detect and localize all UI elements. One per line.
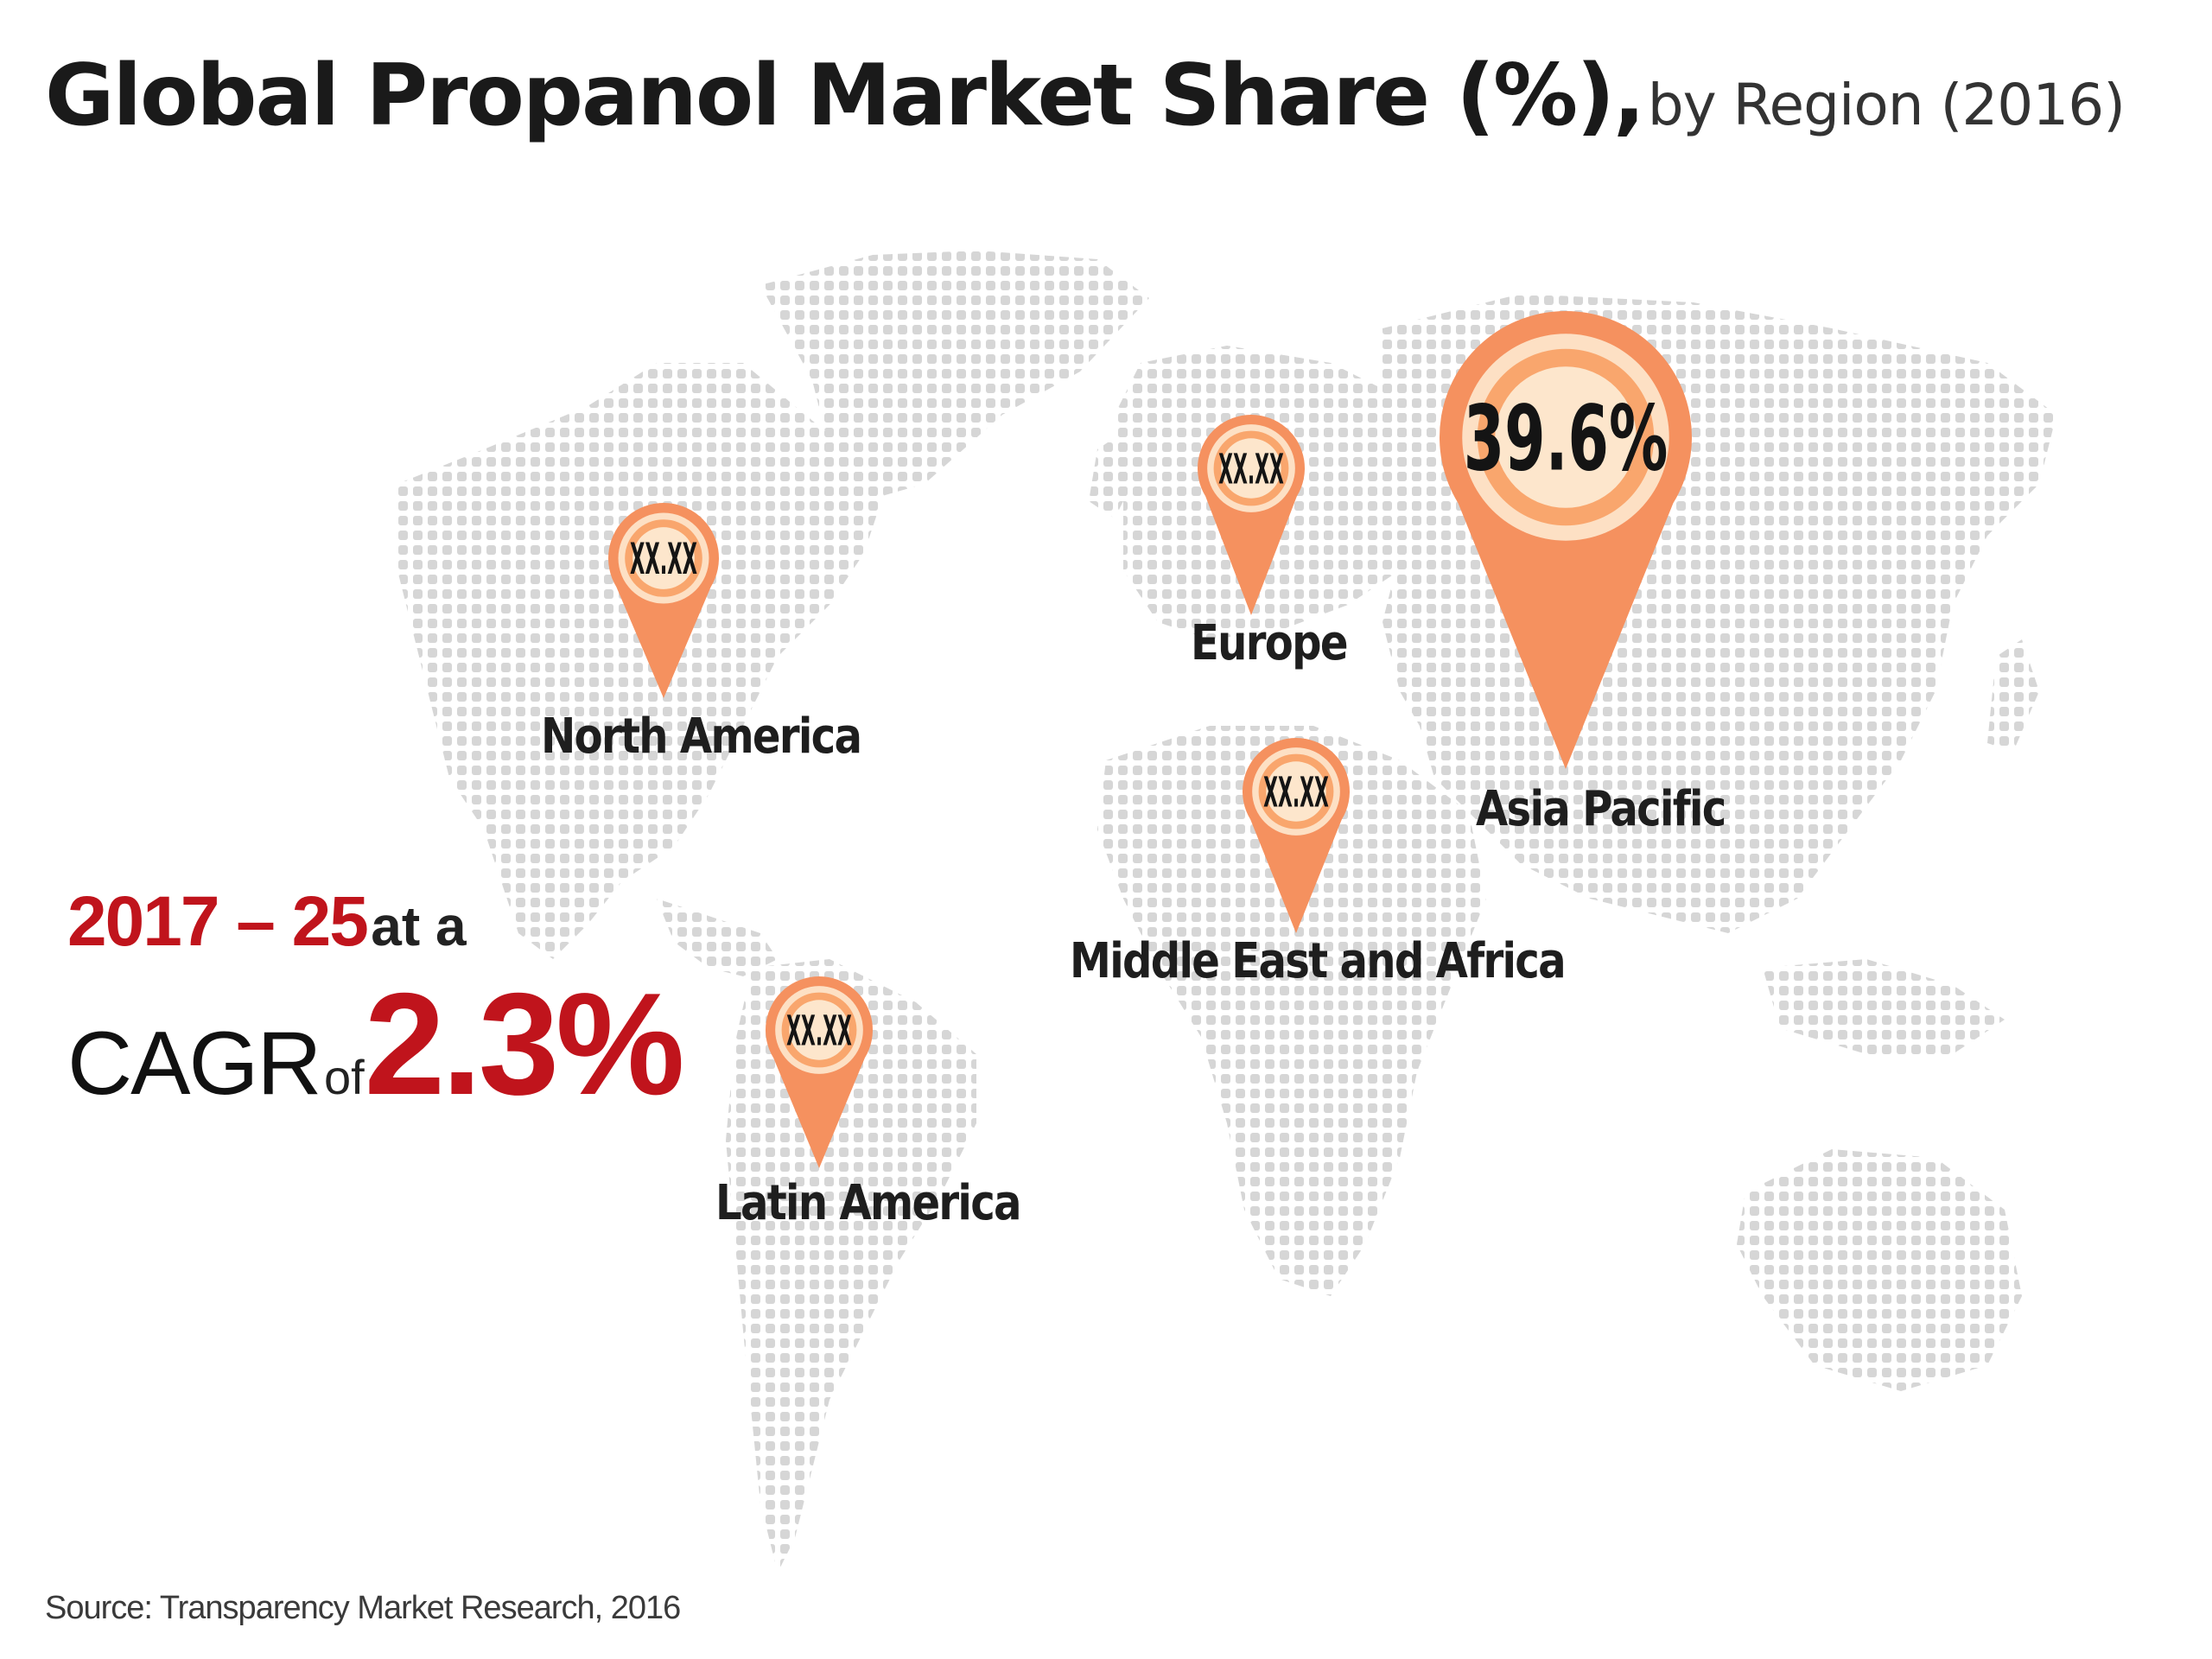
source-note: Source: Transparency Market Research, 20… [45,1590,681,1626]
title-sub: by Region (2016) [1647,72,2126,138]
continent-greenland [760,251,1149,501]
pin-middle-east-africa-center [1266,761,1326,822]
region-label-asia-pacific: Asia Pacific [1476,781,1726,837]
continent-central-america [657,899,778,976]
region-label-europe: Europe [1191,615,1349,671]
pin-latin-america-center [789,1000,849,1060]
pin-latin-america: XX.XX [766,976,873,1168]
pin-middle-east-africa: XX.XX [1243,738,1350,933]
continent-africa [1097,726,1486,1296]
cagr-at-a: at a [371,895,467,957]
pin-north-america-center [632,527,695,589]
continent-middle-east [1400,657,1573,830]
cagr-statement: CAGR of2.3% [67,961,685,1128]
pin-middle-east-africa-value: XX.XX [1263,768,1329,817]
continent-south-america [726,959,976,1573]
pin-asia-pacific: 39.6% [1440,311,1692,769]
pin-europe-value: XX.XX [1218,445,1284,493]
continent-north-america [397,363,881,959]
continent-uk [1089,432,1132,518]
title-main: Global Propanol Market Share (%), [45,47,1645,145]
pin-asia-pacific-center [1495,366,1637,508]
cagr-value: 2.3% [364,963,685,1125]
pin-latin-america-value: XX.XX [786,1007,852,1055]
region-label-middle-east-africa: Middle East and Africa [1070,933,1567,989]
continent-southeast-asia [1763,959,2005,1054]
pin-north-america: XX.XX [608,503,719,698]
pin-europe-center [1221,438,1281,499]
region-pins: XX.XX XX.XX 39.6% XX.XX XX.XX [608,311,1692,1168]
region-label-north-america: North America [541,709,862,765]
cagr-of: of [323,1050,365,1104]
cagr-label: CAGR [67,1014,321,1114]
cagr-period: 2017 – 25 at a [67,881,467,963]
region-label-latin-america: Latin America [715,1175,1022,1231]
pin-asia-pacific-value: 39.6% [1464,385,1669,491]
cagr-years: 2017 – 25 [67,882,369,961]
continent-japan [1987,639,2039,752]
continent-australia [1737,1149,2022,1391]
pin-north-america-value: XX.XX [630,534,697,584]
pin-europe: XX.XX [1198,415,1305,615]
map-title: Global Propanol Market Share (%), by Reg… [45,47,2126,145]
